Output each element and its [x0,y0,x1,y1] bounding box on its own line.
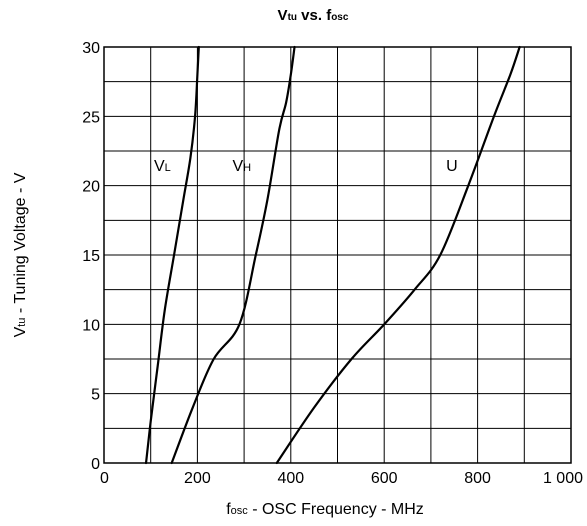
x-tick-label: 1 000 [543,470,583,487]
y-axis-ticks: 0 5 10 15 20 25 30 [82,40,100,473]
y-tick-label: 10 [82,317,100,334]
y-axis-label: Vtu - Tuning Voltage - V [12,172,29,337]
series-label-vl: VL [154,158,171,175]
x-axis-ticks: 0 200 400 600 800 1 000 [100,470,583,487]
series-line-vh [170,45,296,465]
y-tick-label: 5 [91,387,100,404]
y-tick-label: 25 [82,109,100,126]
x-tick-label: 200 [184,470,211,487]
curves [144,45,521,465]
series-line-vl [144,45,200,465]
y-tick-label: 15 [82,248,100,265]
x-tick-label: 0 [100,470,109,487]
x-axis-label: fosc - OSC Frequency - MHz [226,501,424,518]
y-tick-label: 20 [82,179,100,196]
x-tick-label: 600 [371,470,398,487]
curve-labels: VL VH U [154,158,458,175]
y-tick-label: 30 [82,40,100,57]
x-tick-label: 400 [277,470,304,487]
y-tick-label: 0 [91,456,100,473]
series-line-u [275,45,521,465]
series-label-u: U [446,158,458,175]
series-label-vh: VH [232,158,251,175]
x-tick-label: 800 [464,470,491,487]
chart-title: Vtu vs. fosc [278,7,349,24]
plot-frame [103,46,572,464]
grid [104,47,571,463]
